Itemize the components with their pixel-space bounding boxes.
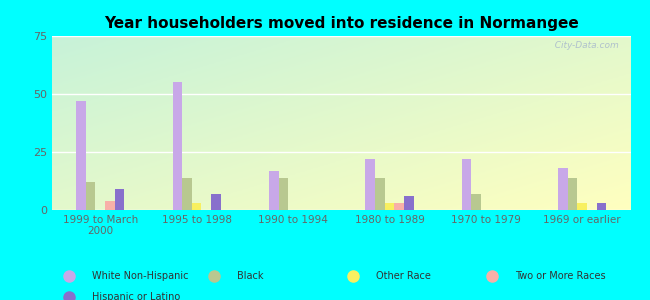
Bar bbox=[462, 159, 471, 210]
Bar bbox=[597, 203, 606, 210]
Bar bbox=[365, 159, 375, 210]
Bar bbox=[76, 101, 86, 210]
Text: White Non-Hispanic: White Non-Hispanic bbox=[92, 271, 189, 281]
Bar bbox=[568, 178, 577, 210]
Bar bbox=[577, 203, 587, 210]
Bar bbox=[182, 178, 192, 210]
Bar bbox=[105, 201, 114, 210]
Bar bbox=[558, 168, 568, 210]
Bar bbox=[114, 189, 124, 210]
Text: City-Data.com: City-Data.com bbox=[549, 41, 619, 50]
Bar bbox=[471, 194, 481, 210]
Bar bbox=[269, 171, 279, 210]
Bar bbox=[395, 203, 404, 210]
Bar bbox=[404, 196, 413, 210]
Text: Hispanic or Latino: Hispanic or Latino bbox=[92, 292, 181, 300]
Bar bbox=[375, 178, 385, 210]
Title: Year householders moved into residence in Normangee: Year householders moved into residence i… bbox=[104, 16, 578, 31]
Bar bbox=[211, 194, 221, 210]
Bar bbox=[172, 82, 182, 210]
Bar bbox=[86, 182, 96, 210]
Bar bbox=[385, 203, 395, 210]
Text: Two or More Races: Two or More Races bbox=[515, 271, 605, 281]
Bar bbox=[279, 178, 288, 210]
Text: Black: Black bbox=[237, 271, 264, 281]
Text: Other Race: Other Race bbox=[376, 271, 431, 281]
Bar bbox=[192, 203, 202, 210]
